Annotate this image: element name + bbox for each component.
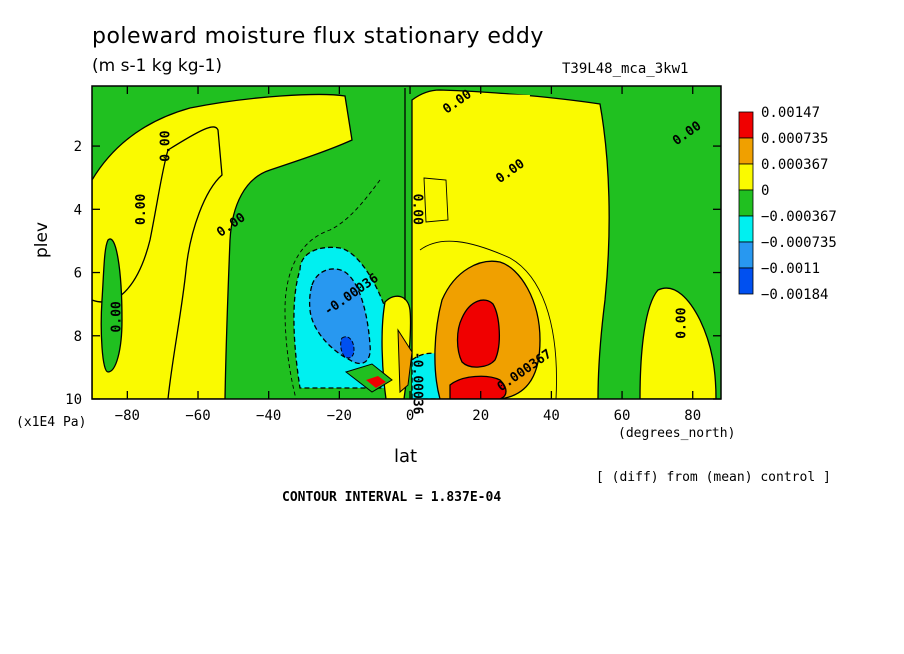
axis-ticks: −80 −60 −40 −20 0 20 40 60 80 2 4 6 8 10 [65,86,721,424]
contour-label: 0.00 [134,193,149,224]
field-equator-orange [397,328,413,394]
contour-label: 0.00 [159,130,174,161]
x-tick-label: 80 [684,408,701,424]
legend-swatch [738,189,754,217]
x-tick-label: 20 [472,408,489,424]
legend-label: −0.000735 [761,235,837,251]
legend-swatch [738,111,754,139]
legend-label: 0 [761,183,769,199]
y-tick-label: 4 [74,202,82,218]
x-tick-label: 0 [406,408,414,424]
legend-label: −0.000367 [761,209,837,225]
field-equator-red [366,376,386,388]
contour-line-right-arc [419,240,557,399]
legend-swatch [738,215,754,243]
y-tick-label: 2 [74,139,82,155]
legend-label: 0.000735 [761,131,828,147]
legend-label: −0.0011 [761,261,820,277]
legend-swatch [738,241,754,269]
contour-label: -0.00036 [410,352,425,415]
color-legend: 0.00147 0.000735 0.000367 0 −0.000367 −0.0007… [738,105,837,303]
field-green-left-island [100,238,123,373]
contour-label: 0.00 [109,301,124,332]
legend-label: 0.00147 [761,105,820,121]
chart-title: poleward moisture flux stationary eddy [92,24,544,49]
x-tick-label: −40 [256,408,281,424]
contour-line-left-dashed [284,179,381,399]
plot-frame [91,85,722,400]
legend-swatch [738,163,754,191]
diff-note: [ (diff) from (mean) control ] [596,470,831,485]
field-yellow-right-topband [430,92,530,112]
field-red-bottom [449,375,507,399]
x-axis-unit: (degrees_north) [618,426,736,441]
chart-units: (m s-1 kg kg-1) [92,56,223,76]
x-tick-label: −80 [115,408,140,424]
field-darkblue [340,336,355,359]
y-tick-label: 8 [74,329,82,345]
y-tick-label: 6 [74,266,82,282]
legend-label: 0.000367 [761,157,828,173]
y-tick-label: 10 [65,392,82,408]
legend-swatch [738,267,754,295]
x-tick-label: 60 [614,408,631,424]
run-id: T39L48_mca_3kw1 [562,61,689,77]
field-yellow-left-strip [92,126,223,399]
contour-line-right-thin [423,177,449,223]
contour-interval: CONTOUR INTERVAL = 1.837E-04 [282,490,502,505]
legend-swatch [738,137,754,165]
legend-label: −0.00184 [761,287,828,303]
field-yellow-right-lower [639,287,717,399]
x-axis-label: lat [394,446,418,467]
x-tick-label: 40 [543,408,560,424]
x-tick-label: −60 [185,408,210,424]
x-tick-label: −20 [327,408,352,424]
y-axis-unit: (x1E4 Pa) [16,415,87,430]
field-midblue [308,268,371,365]
contour-label: 0.00 [410,194,425,225]
contour-label: 0.00 [675,307,690,338]
field-red [456,299,500,368]
